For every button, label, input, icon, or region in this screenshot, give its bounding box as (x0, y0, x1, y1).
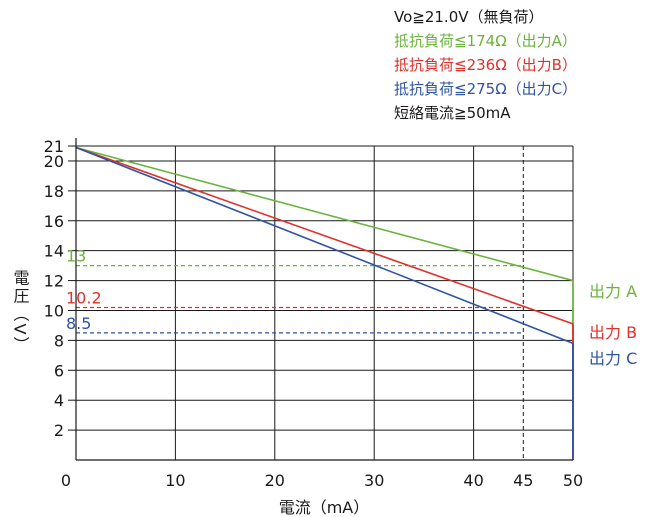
x-tick-label-0: 0 (61, 471, 71, 490)
series-label-a: 出力 A (589, 282, 637, 301)
x-axis-title: 電流（mA） (279, 498, 370, 517)
x-tick-label-20: 20 (265, 471, 285, 490)
legend-note-4: 抵抗負荷≦275Ω（出力C） (394, 80, 577, 98)
y-tick-label-14: 14 (44, 242, 64, 261)
x-tick-label-10: 10 (165, 471, 185, 490)
axes (68, 138, 573, 461)
reference-label-13: 13 (66, 247, 86, 266)
x-tick-label-40: 40 (463, 471, 483, 490)
legend-note-2: 抵抗負荷≦174Ω（出力A） (394, 32, 577, 50)
y-tick-label-16: 16 (44, 212, 64, 231)
series-label-b: 出力 B (589, 323, 637, 342)
x-tick-label-50: 50 (563, 471, 583, 490)
y-tick-label-8: 8 (54, 331, 64, 350)
y-tick-label-21: 21 (44, 137, 64, 156)
grid-lines (76, 145, 574, 460)
series-label-c: 出力 C (589, 349, 637, 368)
y-tick-label-4: 4 (54, 391, 64, 410)
y-tick-label-20: 20 (44, 152, 64, 171)
x-tick-label-45: 45 (513, 471, 533, 490)
reference-label-8.5: 8.5 (66, 314, 91, 333)
x-tick-label-30: 30 (364, 471, 384, 490)
y-tick-label-12: 12 (44, 272, 64, 291)
legend-note-5: 短絡電流≧50mA (394, 104, 511, 122)
series-line-c (75, 146, 574, 345)
series-line-b (75, 146, 574, 325)
y-tick-label-6: 6 (54, 361, 64, 380)
legend-note-1: Vo≧21.0V（無負荷） (394, 8, 544, 26)
y-axis-title: 電圧（V） (11, 270, 30, 355)
y-tick-label-10: 10 (44, 301, 64, 320)
y-tick-label-18: 18 (44, 182, 64, 201)
reference-label-10.2: 10.2 (66, 288, 102, 307)
series-line-a (75, 146, 574, 282)
legend-note-3: 抵抗負荷≦236Ω（出力B） (394, 56, 577, 74)
y-tick-label-2: 2 (54, 421, 64, 440)
reference-lines (76, 146, 524, 460)
legend-notes: Vo≧21.0V（無負荷） 抵抗負荷≦174Ω（出力A） 抵抗負荷≦236Ω（出力B… (394, 8, 577, 122)
series-lines (75, 146, 574, 460)
